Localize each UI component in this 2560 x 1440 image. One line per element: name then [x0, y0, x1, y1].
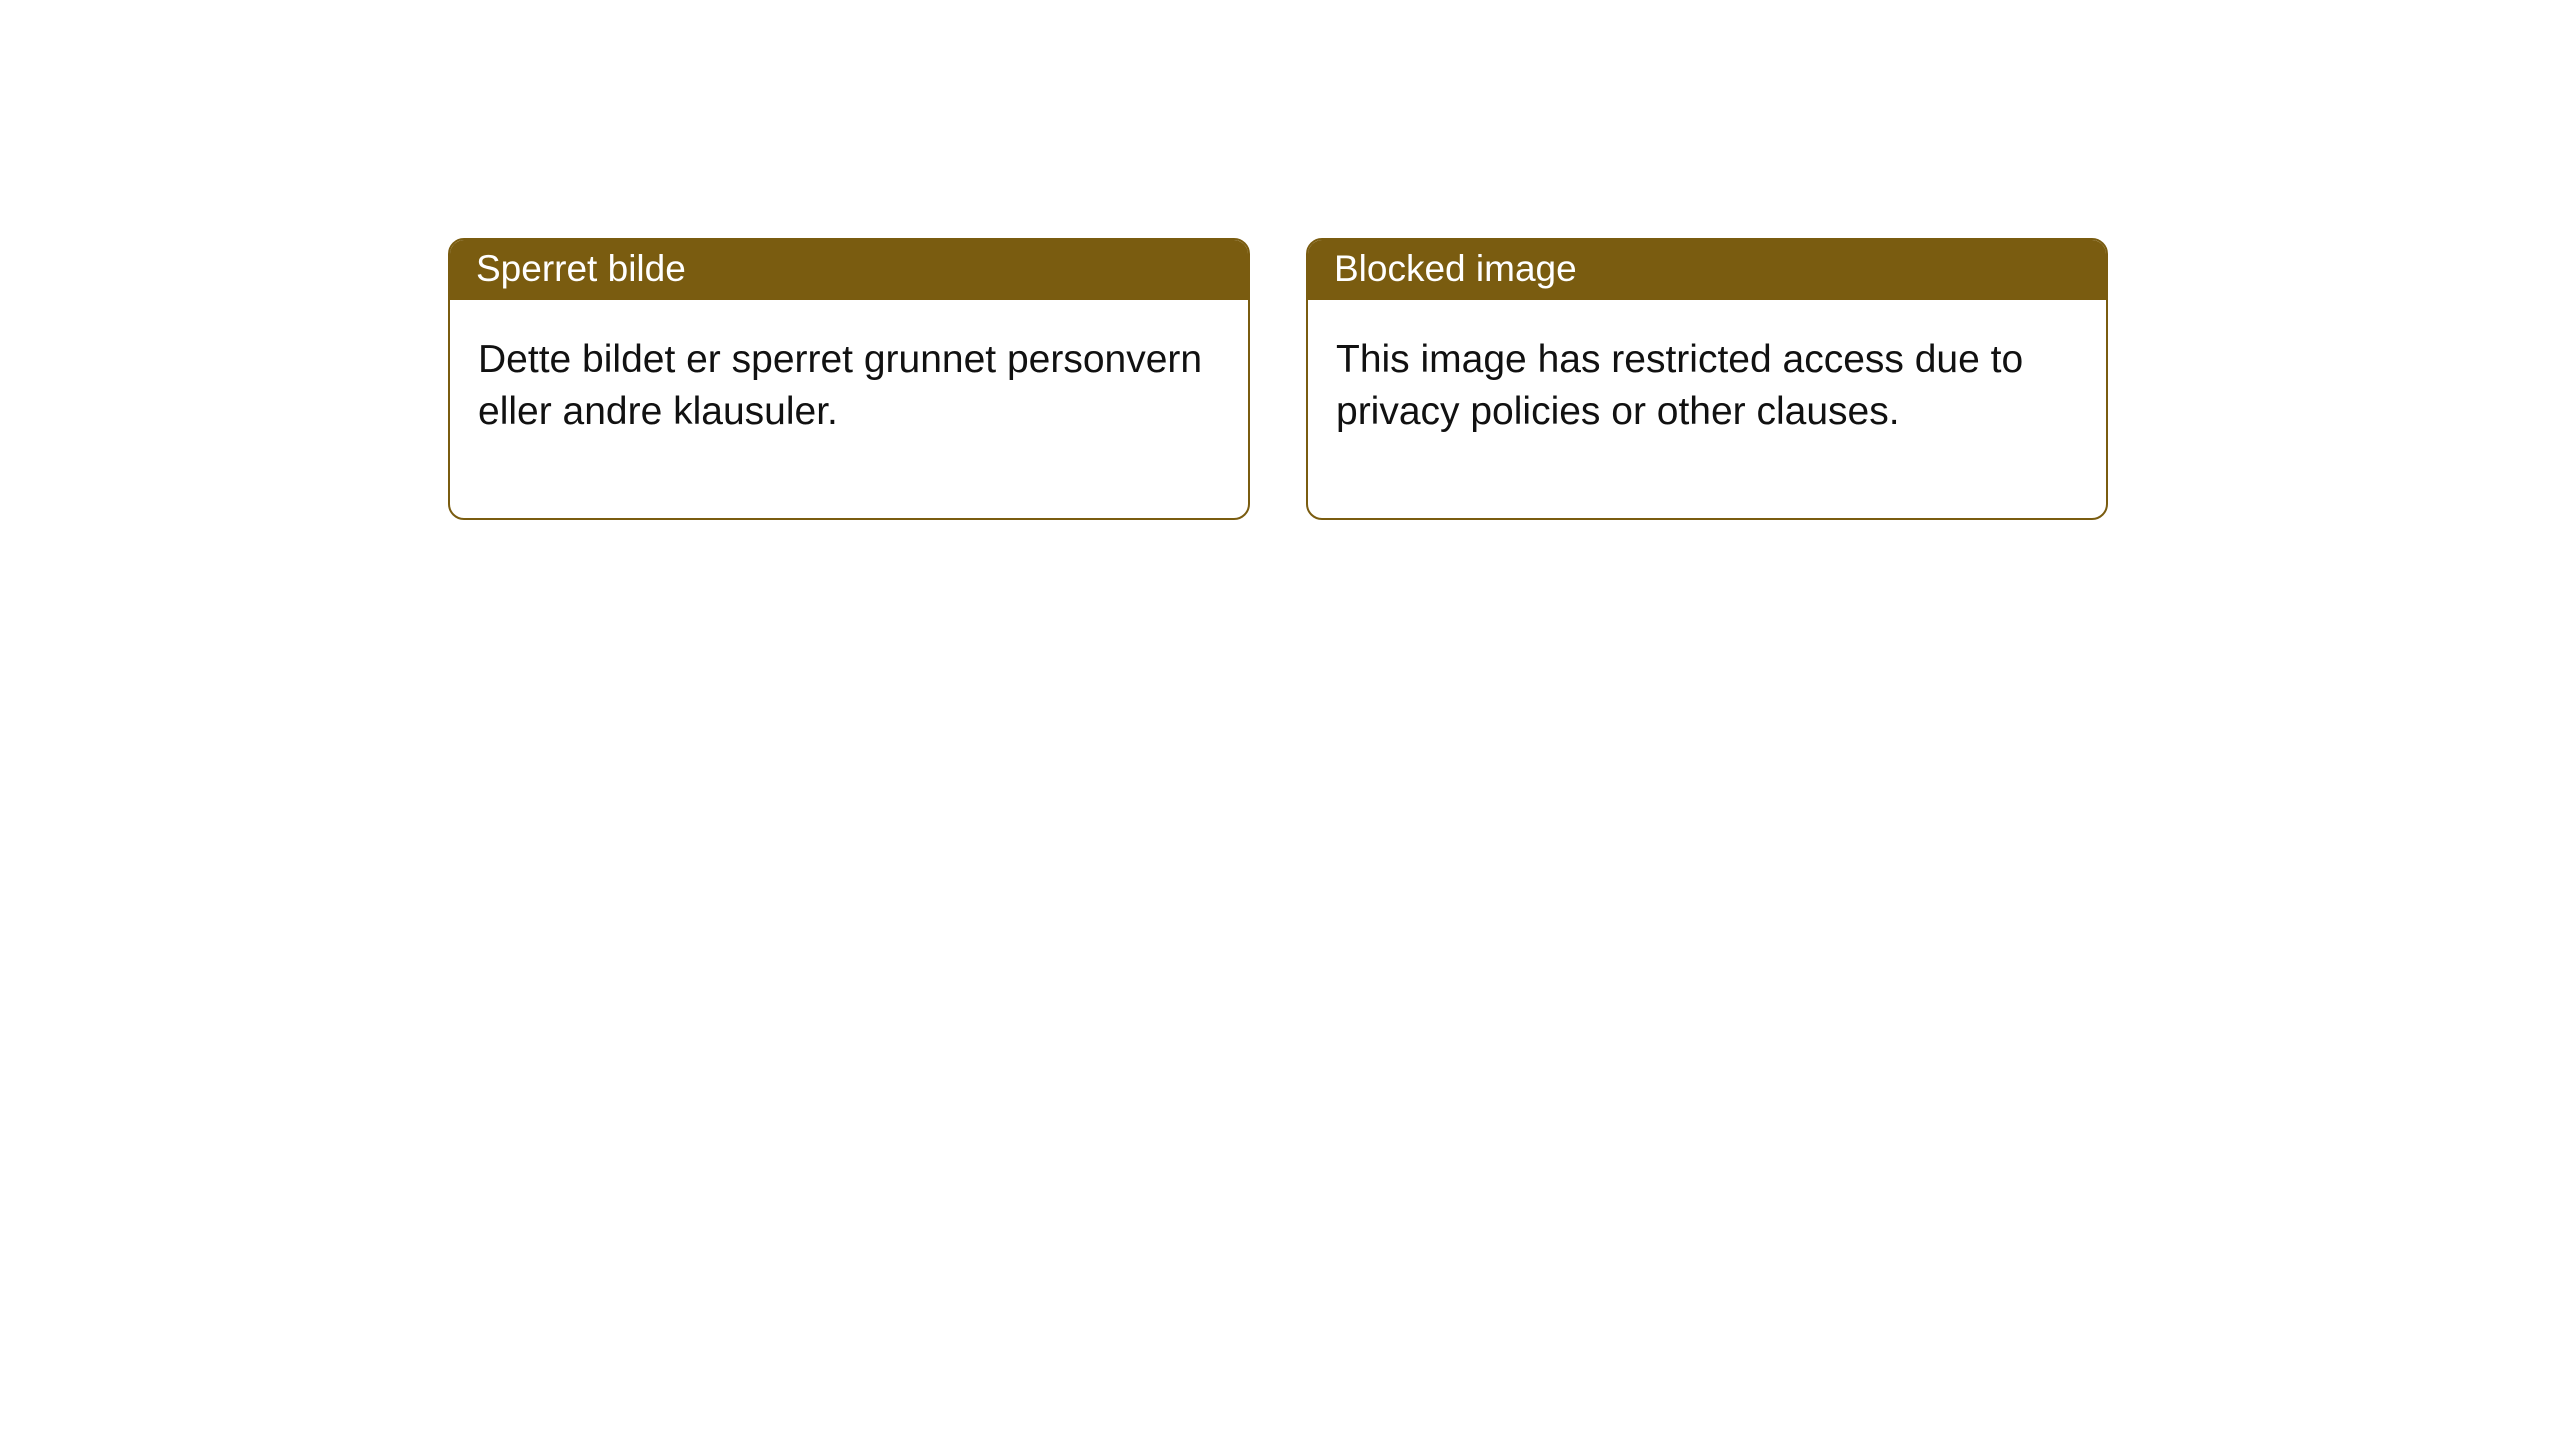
notice-header: Sperret bilde: [450, 240, 1248, 300]
notice-body: This image has restricted access due to …: [1308, 300, 2106, 518]
notice-container: Sperret bilde Dette bildet er sperret gr…: [0, 0, 2560, 520]
notice-card-norwegian: Sperret bilde Dette bildet er sperret gr…: [448, 238, 1250, 520]
notice-card-english: Blocked image This image has restricted …: [1306, 238, 2108, 520]
notice-body: Dette bildet er sperret grunnet personve…: [450, 300, 1248, 518]
notice-header: Blocked image: [1308, 240, 2106, 300]
